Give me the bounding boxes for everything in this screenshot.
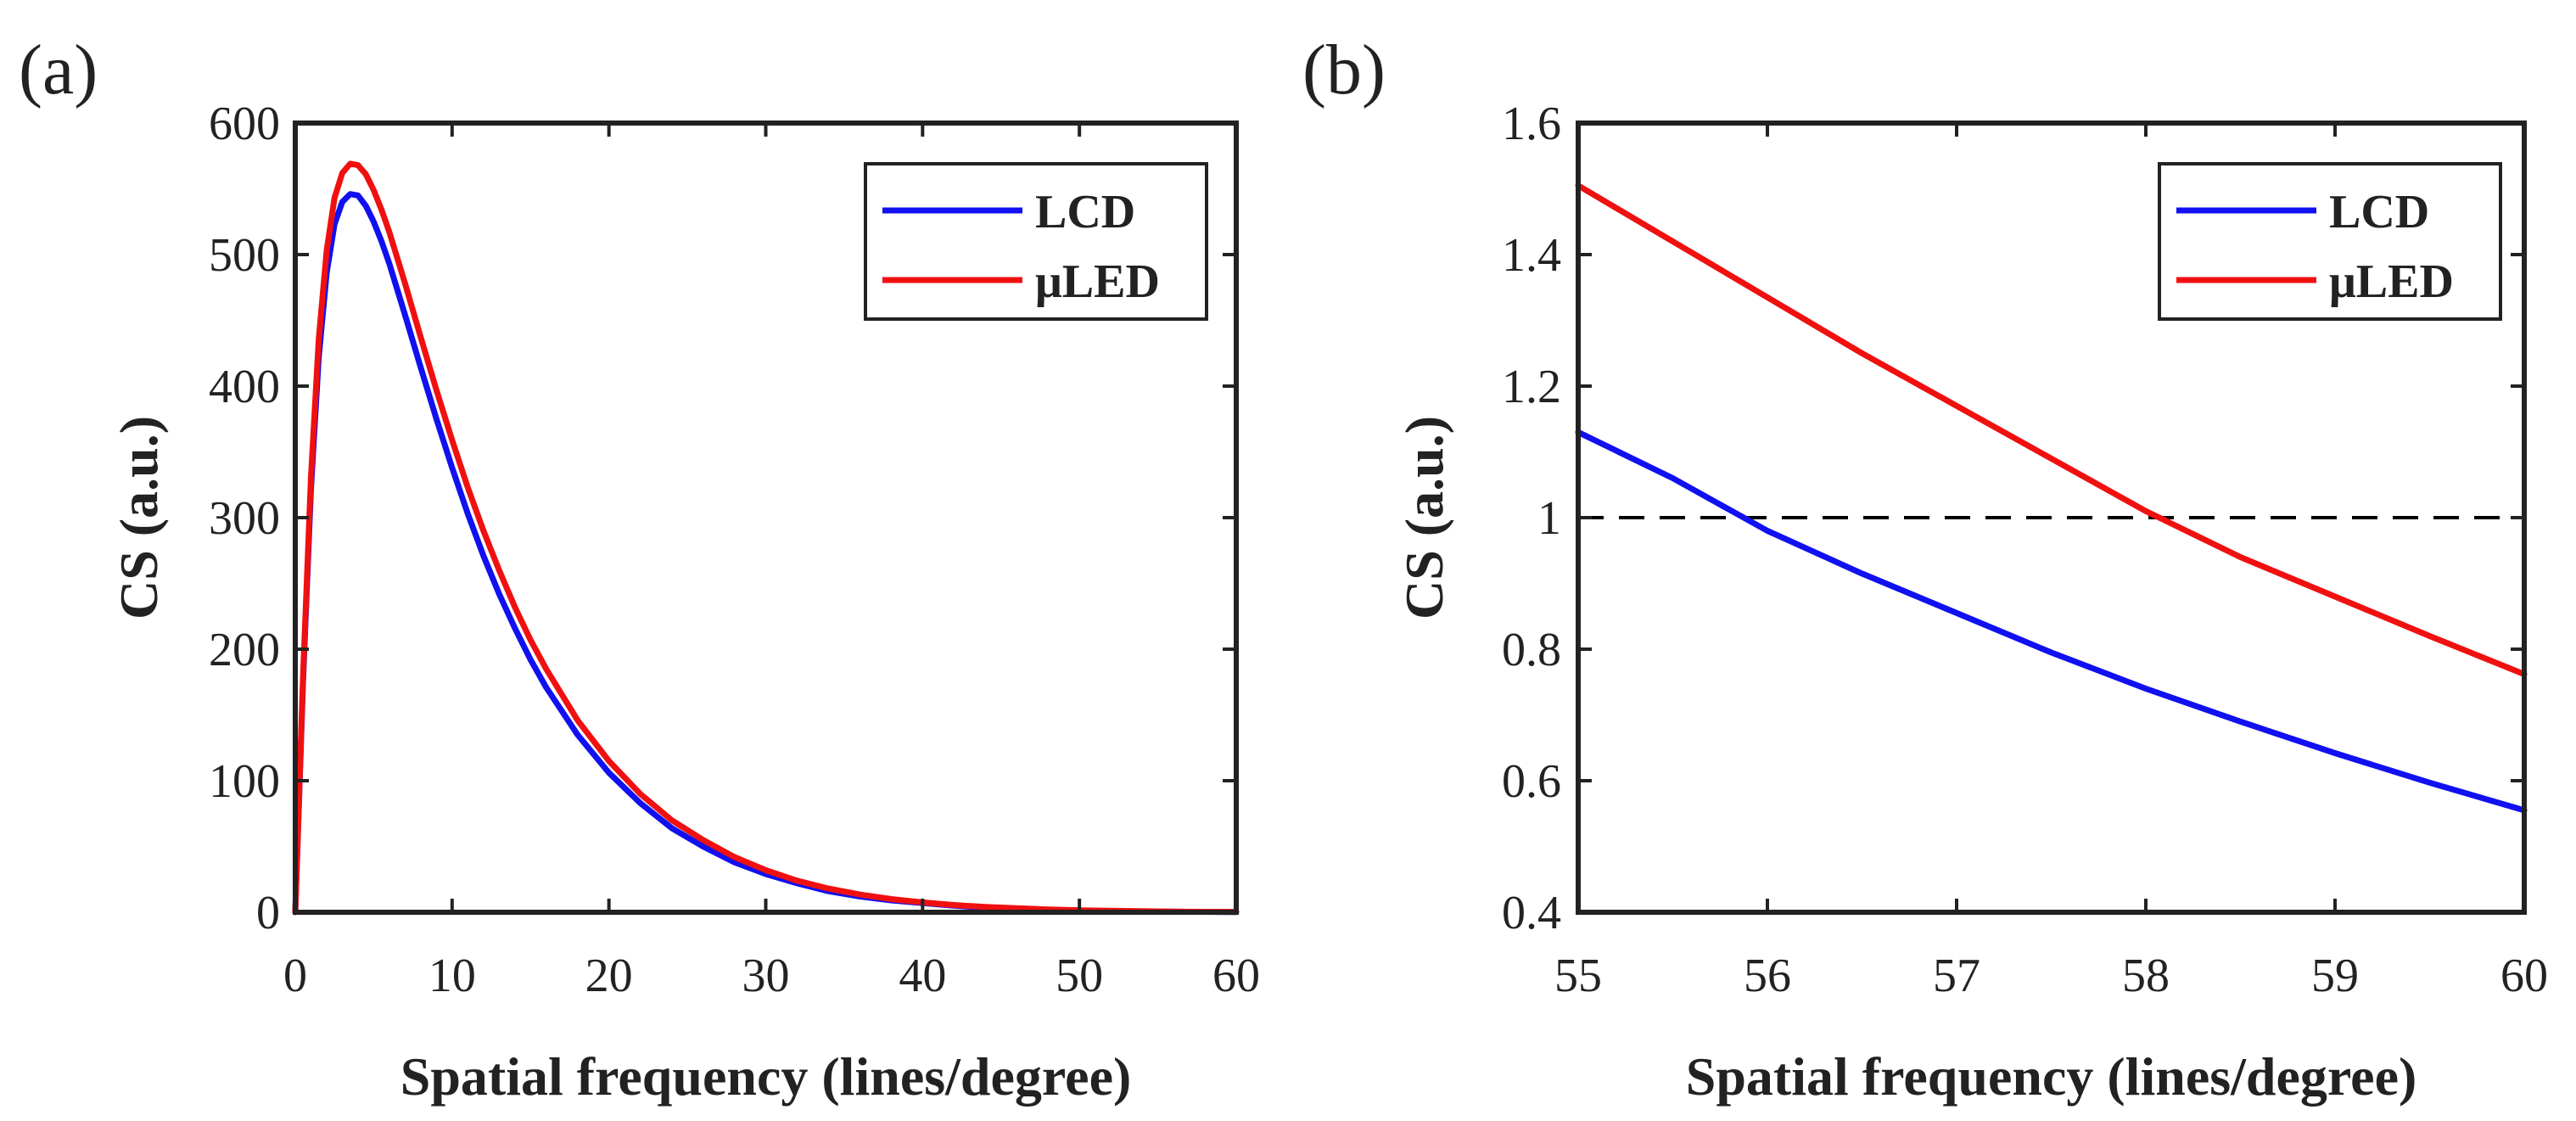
ytick-label-b: 0.8 — [1502, 624, 1561, 676]
legend-label-b-lcd: LCD — [2329, 186, 2429, 238]
ytick-label-a: 0 — [256, 887, 280, 939]
xtick-label-b: 58 — [2122, 950, 2170, 1002]
legend-label-a-lcd: LCD — [1035, 186, 1135, 238]
legend-label-a-uled: μLED — [1035, 255, 1160, 308]
legend-box-b — [2158, 162, 2502, 321]
xtick-label-a: 40 — [899, 950, 946, 1002]
legend-b: LCD μLED — [2158, 162, 2502, 321]
ytick-label-b: 1 — [1537, 492, 1561, 545]
y-axis-title-b: CS (a.u.) — [1394, 416, 1454, 619]
legend-label-b-uled: μLED — [2329, 255, 2454, 308]
xtick-label-b: 59 — [2311, 950, 2359, 1002]
chart-a: 0 100 200 300 400 500 600 0 10 20 30 40 50 60 Spatial … — [109, 98, 1260, 1107]
legend-box-a — [864, 162, 1208, 321]
panel-label-a: (a) — [19, 31, 98, 109]
xtick-label-a: 10 — [428, 950, 476, 1002]
xtick-label-b: 55 — [1554, 950, 1602, 1002]
xtick-label-b: 56 — [1744, 950, 1791, 1002]
xtick-label-a: 20 — [585, 950, 633, 1002]
xtick-label-a: 60 — [1212, 950, 1260, 1002]
ytick-label-a: 400 — [209, 361, 280, 413]
ytick-label-b: 1.4 — [1502, 229, 1561, 282]
x-axis-title-a: Spatial frequency (lines/degree) — [400, 1046, 1132, 1107]
y-axis-title-a: CS (a.u.) — [109, 416, 169, 619]
xtick-label-b: 60 — [2500, 950, 2548, 1002]
ytick-label-a: 300 — [209, 492, 280, 545]
ytick-label-b: 0.4 — [1502, 887, 1561, 939]
ytick-label-a: 200 — [209, 624, 280, 676]
panel-label-b: (b) — [1302, 31, 1386, 109]
legend-a: LCD μLED — [864, 162, 1208, 321]
series-line-b-uled — [1575, 182, 2528, 677]
ytick-label-b: 0.6 — [1502, 755, 1561, 808]
series-line-a-uled — [292, 160, 1240, 916]
ytick-label-a: 500 — [209, 229, 280, 282]
ytick-label-a: 100 — [209, 755, 280, 808]
ytick-label-a: 600 — [209, 98, 280, 150]
ytick-label-b: 1.2 — [1502, 361, 1561, 413]
ytick-label-b: 1.6 — [1502, 98, 1561, 150]
xtick-label-a: 0 — [283, 950, 307, 1002]
xtick-label-b: 57 — [1933, 950, 1980, 1002]
chart-b: 0.4 0.6 0.8 1 1.2 1.4 1.6 55 56 57 58 59 60 Spatial f… — [1394, 98, 2548, 1107]
series-line-b-lcd — [1575, 429, 2528, 814]
xtick-label-a: 50 — [1056, 950, 1103, 1002]
xtick-label-a: 30 — [742, 950, 790, 1002]
x-axis-title-b: Spatial frequency (lines/degree) — [1686, 1046, 2417, 1107]
